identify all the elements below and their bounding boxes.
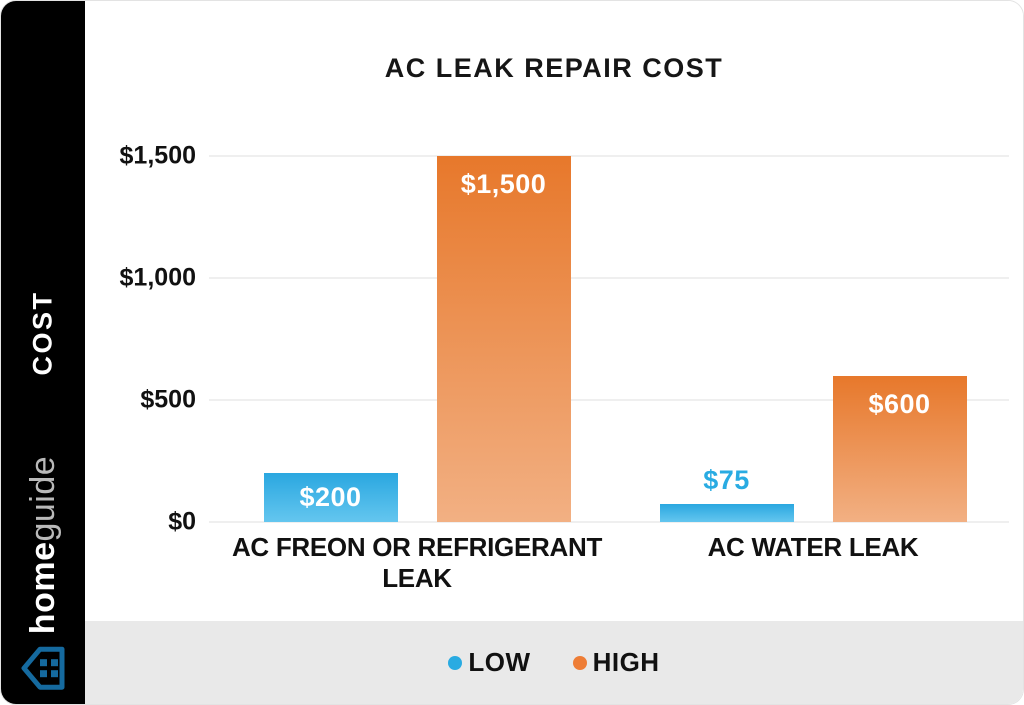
bar-value-label: $75: [703, 464, 750, 495]
legend-item-low: LOW: [448, 647, 530, 678]
legend-label-low: LOW: [468, 647, 531, 677]
homeguide-wordmark: homeguide: [24, 455, 62, 635]
legend-item-high: HIGH: [572, 647, 660, 678]
brand-home-text: home: [24, 541, 62, 635]
sidebar: COST homeguide: [1, 1, 85, 704]
y-axis-labels: $0 $500 $1,000 $1,500: [85, 142, 196, 536]
plot-area: $200 $75 $1,500 $600: [209, 155, 1009, 523]
bar-low-1: $200: [263, 473, 398, 522]
y-tick-label: $1,500: [119, 141, 196, 170]
gridline: [209, 277, 1009, 279]
category-label: AC WATER LEAK: [707, 532, 919, 562]
legend-label-high: HIGH: [592, 647, 660, 677]
chart-area: AC LEAK REPAIR COST $0 $500 $1,000 $1,500 $…: [85, 1, 1023, 704]
bar-value-label: $600: [868, 388, 931, 419]
y-tick-label: $1,000: [119, 263, 196, 292]
gridline: [209, 399, 1009, 401]
x-axis-labels: AC FREON OR REFRIGERANT LEAK AC WATER LEA…: [209, 532, 1009, 612]
homeguide-house-icon: [21, 646, 65, 690]
gridline: [209, 155, 1009, 157]
category-label: AC FREON OR REFRIGERANT LEAK: [231, 532, 603, 594]
bar-value-label: $200: [299, 482, 362, 513]
cost-axis-label: COST: [27, 290, 58, 376]
bar-high-1: $1,500: [436, 156, 571, 522]
bar-high-2: $600: [832, 375, 967, 522]
legend-band: LOW HIGH: [85, 621, 1023, 704]
homeguide-brand: homeguide: [21, 456, 65, 690]
low-legend-dot: [448, 655, 463, 670]
brand-guide-text: guide: [24, 455, 62, 542]
bar-value-label: $1,500: [460, 169, 547, 199]
gridline: [209, 521, 1009, 523]
y-tick-label: $500: [140, 385, 196, 414]
legend: LOW HIGH: [448, 647, 659, 678]
y-tick-label: $0: [168, 507, 196, 536]
bar-low-2: [659, 503, 794, 522]
chart-title: AC LEAK REPAIR COST: [384, 53, 724, 83]
high-legend-dot: [572, 655, 587, 670]
